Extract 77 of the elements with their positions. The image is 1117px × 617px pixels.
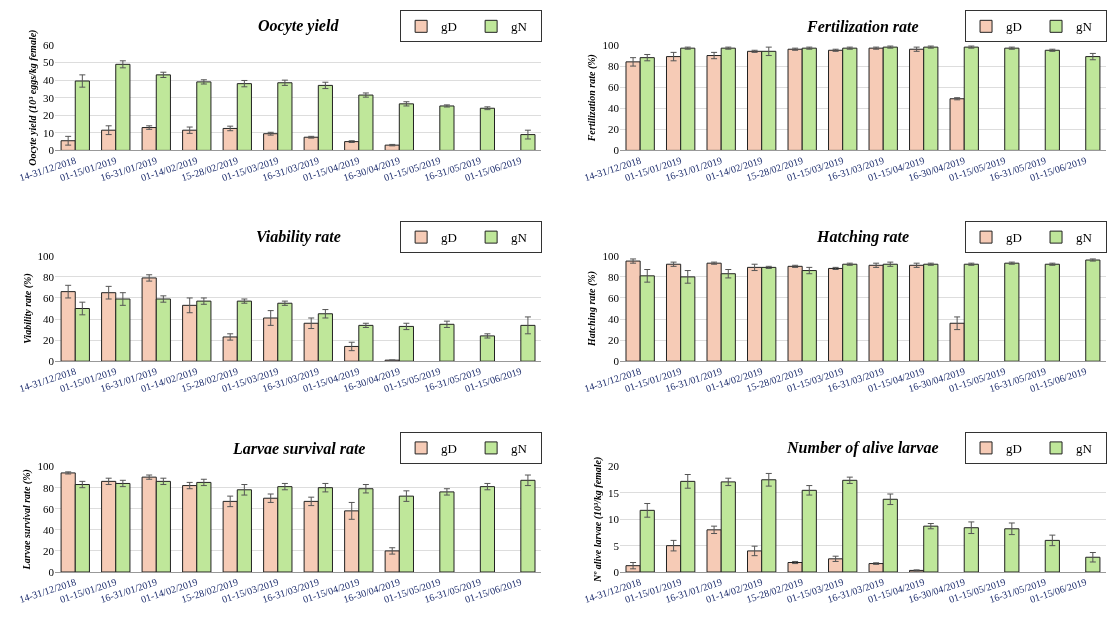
bar <box>1044 539 1060 572</box>
bar <box>479 107 495 151</box>
y-tick-label: 80 <box>43 481 55 494</box>
y-tick-label: 60 <box>43 291 55 304</box>
chart-title: Viability rate <box>256 228 341 246</box>
bar <box>439 105 455 151</box>
y-tick-label: 20 <box>607 460 620 473</box>
y-tick-label: 10 <box>607 513 620 526</box>
y-tick-label: 50 <box>43 56 55 69</box>
bar <box>1044 49 1060 151</box>
y-tick-label: 5 <box>613 539 620 552</box>
y-tick-label: 15 <box>607 486 620 499</box>
y-tick-label: 100 <box>37 460 55 473</box>
bar <box>439 491 455 572</box>
y-tick-label: 100 <box>602 249 620 262</box>
bar <box>520 479 536 572</box>
y-tick-label: 20 <box>607 123 620 136</box>
chart-title: Number of alive larvae <box>786 439 939 457</box>
y-tick-label: 80 <box>607 59 620 72</box>
bar <box>479 335 495 362</box>
legend-label: gD <box>1006 230 1022 246</box>
y-tick-label: 40 <box>43 523 55 536</box>
legend-label: gN <box>1076 440 1093 456</box>
bar <box>1085 56 1101 151</box>
legend-label: gD <box>1006 19 1022 35</box>
bar <box>1085 556 1101 572</box>
bar <box>520 324 536 362</box>
y-tick-label: 100 <box>602 38 620 51</box>
y-axis-title: Hatching rate (%) <box>586 271 599 347</box>
y-tick-label: 10 <box>43 126 55 139</box>
y-tick-label: 20 <box>43 109 55 122</box>
bar <box>479 486 495 572</box>
bar <box>520 134 536 151</box>
y-tick-label: 60 <box>607 81 620 94</box>
bar <box>1004 262 1020 362</box>
bar <box>1004 528 1020 572</box>
chart-title: Hatching rate <box>816 228 910 246</box>
bar <box>1085 259 1101 362</box>
bar <box>1004 47 1020 151</box>
legend-label: gN <box>1076 19 1093 35</box>
y-tick-label: 100 <box>37 249 55 262</box>
legend-label: gN <box>511 440 528 456</box>
y-tick-label: 60 <box>43 502 55 515</box>
legend-label: gD <box>441 230 458 246</box>
chart-title: Fertilization rate <box>806 18 919 35</box>
y-tick-label: 0 <box>613 144 620 157</box>
legend-label: gN <box>511 230 528 246</box>
y-tick-label: 0 <box>48 144 55 157</box>
y-tick-label: 30 <box>43 91 55 104</box>
y-tick-label: 80 <box>43 270 55 283</box>
y-tick-label: 60 <box>607 291 620 304</box>
y-tick-label: 0 <box>613 355 620 368</box>
y-tick-label: 40 <box>607 312 620 325</box>
bar <box>963 527 979 572</box>
y-tick-label: 20 <box>43 333 55 346</box>
legend-label: gD <box>1006 440 1022 456</box>
legend-label: gN <box>511 19 528 35</box>
y-tick-label: 80 <box>607 270 620 283</box>
y-tick-label: 40 <box>43 312 55 325</box>
legend-label: gN <box>1076 230 1093 246</box>
y-tick-label: 40 <box>607 102 620 115</box>
y-tick-label: 0 <box>48 355 55 368</box>
legend-label: gD <box>441 440 458 456</box>
y-axis-title: Viability rate (%) <box>21 273 34 344</box>
bar <box>1044 263 1060 362</box>
chart-title: Oocyte yield <box>258 17 340 35</box>
chart-title: Larvae survival rate <box>232 440 366 457</box>
y-axis-title: Fertilization rate (%) <box>586 54 599 143</box>
legend-label: gD <box>441 19 458 35</box>
y-axis-title: Larvae survival rate (%) <box>21 469 34 571</box>
y-tick-label: 40 <box>43 73 55 86</box>
y-tick-label: 60 <box>43 38 55 51</box>
bar <box>439 323 455 362</box>
y-tick-label: 20 <box>43 544 55 557</box>
y-tick-label: 20 <box>607 333 620 346</box>
y-tick-label: 0 <box>613 565 620 578</box>
y-tick-label: 0 <box>48 565 55 578</box>
